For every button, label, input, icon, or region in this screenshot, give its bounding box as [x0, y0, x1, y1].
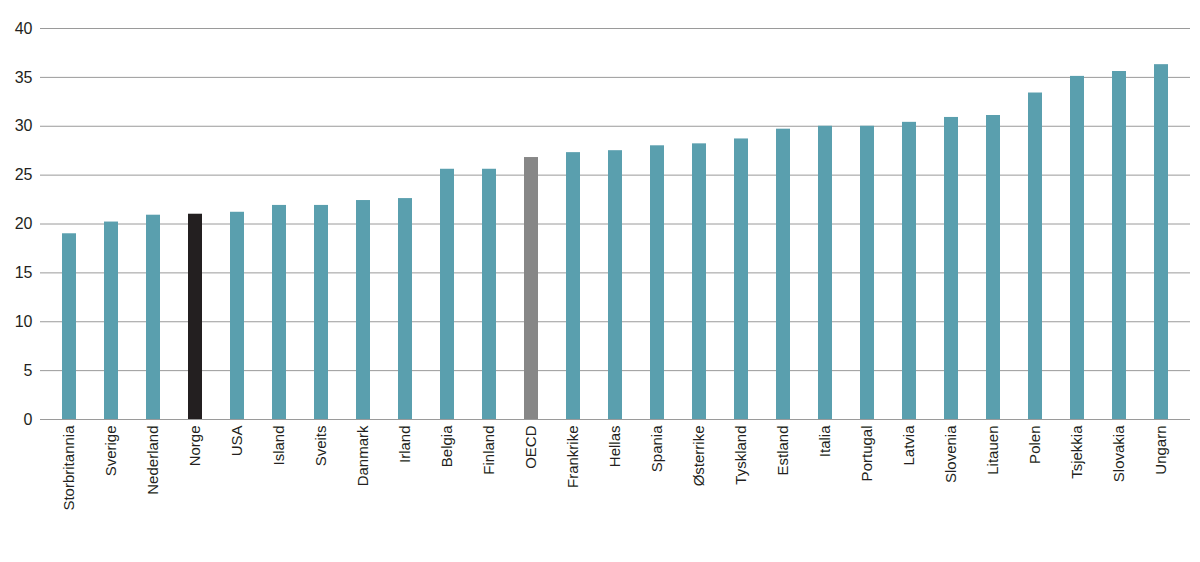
svg-text:OECD: OECD [522, 425, 539, 469]
svg-text:Island: Island [270, 426, 287, 466]
svg-text:Frankrike: Frankrike [564, 426, 581, 489]
svg-text:Slovenia: Slovenia [942, 425, 959, 483]
svg-text:30: 30 [15, 117, 33, 134]
svg-text:Italia: Italia [816, 425, 833, 457]
svg-text:Ungarn: Ungarn [1152, 426, 1169, 475]
svg-text:USA: USA [228, 426, 245, 457]
svg-text:Slovakia: Slovakia [1110, 425, 1127, 482]
svg-text:Tsjekkia: Tsjekkia [1068, 425, 1085, 479]
svg-text:Storbritannia: Storbritannia [60, 425, 77, 511]
svg-text:15: 15 [15, 264, 33, 281]
svg-text:Estland: Estland [774, 426, 791, 476]
svg-text:25: 25 [15, 166, 33, 183]
svg-text:Hellas: Hellas [606, 426, 623, 468]
svg-text:Danmark: Danmark [354, 425, 371, 486]
svg-text:Polen: Polen [1026, 426, 1043, 464]
svg-text:Østerrike: Østerrike [690, 426, 707, 487]
svg-text:Litauen: Litauen [984, 426, 1001, 475]
svg-text:Nederland: Nederland [144, 426, 161, 495]
svg-text:Latvia: Latvia [900, 425, 917, 466]
svg-text:0: 0 [24, 411, 33, 428]
svg-text:Finland: Finland [480, 426, 497, 475]
svg-text:5: 5 [24, 362, 33, 379]
svg-text:20: 20 [15, 215, 33, 232]
svg-text:Norge: Norge [186, 426, 203, 467]
svg-text:Sverige: Sverige [102, 426, 119, 477]
svg-text:Spania: Spania [648, 425, 665, 472]
svg-text:10: 10 [15, 313, 33, 330]
svg-text:35: 35 [15, 68, 33, 85]
svg-text:Sveits: Sveits [312, 426, 329, 467]
svg-text:Portugal: Portugal [858, 426, 875, 482]
svg-text:Belgia: Belgia [438, 425, 455, 467]
svg-text:40: 40 [15, 20, 33, 37]
svg-text:Tyskland: Tyskland [732, 426, 749, 485]
svg-text:Irland: Irland [396, 426, 413, 464]
